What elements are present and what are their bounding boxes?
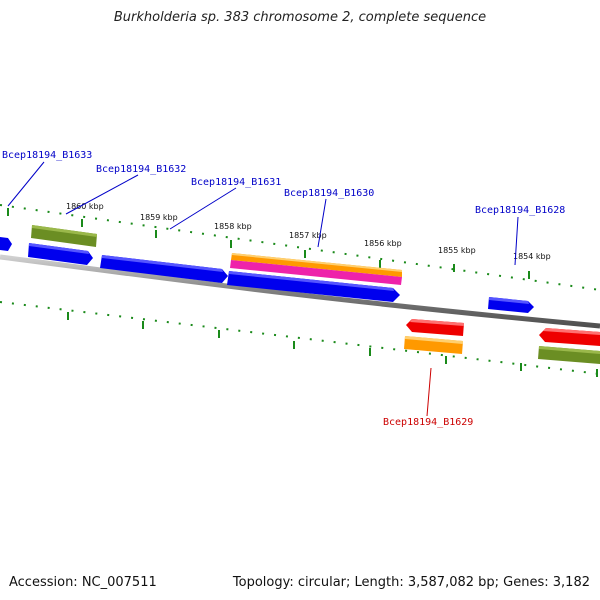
callout-line [169,187,237,230]
gene-highlight [232,253,402,272]
kbp-label: 1854 kbp [513,252,551,261]
kbp-label: 1856 kbp [364,239,402,248]
gene-label-b1633[interactable]: Bcep18194_B1633 [2,150,92,161]
gene-blue-feature[interactable] [28,243,93,265]
gene-highlight [410,319,464,326]
map-title: Burkholderia sp. 383 chromosome 2, compl… [113,10,487,25]
chromosome-backbone [0,254,600,329]
gene-magenta-feature[interactable] [230,260,402,285]
gene-blue-feature[interactable] [100,255,228,283]
kbp-label: 1860 kbp [66,202,104,211]
accession-text: Accession: NC_007511 [9,575,157,590]
gene-highlight [543,328,600,335]
gene-blue-feature[interactable] [227,271,400,302]
lower-ruler-dots [0,301,600,375]
gene-labels: Bcep18194_B1633 Bcep18194_B1632 Bcep1819… [2,150,565,428]
lower-ruler [0,301,600,377]
callout-lines [7,161,519,266]
upper-ruler [0,204,600,291]
kbp-label: 1858 kbp [214,222,252,231]
gene-highlight [32,225,97,237]
gene-highlight [29,243,89,254]
kbp-label: 1859 kbp [140,213,178,222]
callout-line [7,161,45,207]
gene-highlight [489,297,529,304]
gene-highlight [102,255,223,272]
callout-line [65,174,139,215]
topology-summary: Topology: circular; Length: 3,587,082 bp… [232,575,590,590]
kbp-label: 1857 kbp [289,231,327,240]
upper-ruler-dots [0,204,600,291]
gene-highlight [539,346,600,354]
gene-label-b1632[interactable]: Bcep18194_B1632 [96,164,186,175]
callout-line [514,216,519,266]
upper-ruler-ticks [7,208,530,279]
callout-line [426,367,432,417]
gene-label-b1629[interactable]: Bcep18194_B1629 [383,417,473,428]
gene-highlight [405,336,463,344]
gene-olive-feature[interactable] [31,225,97,247]
kbp-label: 1855 kbp [438,246,476,255]
callout-line [317,198,327,248]
gene-label-b1630[interactable]: Bcep18194_B1630 [284,188,374,199]
gene-highlight [229,271,394,291]
kbp-labels: 1860 kbp 1859 kbp 1858 kbp 1857 kbp 1856… [66,202,551,261]
genes-reverse [404,319,600,364]
lower-ruler-ticks [67,312,598,377]
gene-blue-feature[interactable] [0,237,12,251]
genes-forward [0,225,534,313]
gene-label-b1628[interactable]: Bcep18194_B1628 [475,205,565,216]
gene-label-b1631[interactable]: Bcep18194_B1631 [191,177,281,188]
